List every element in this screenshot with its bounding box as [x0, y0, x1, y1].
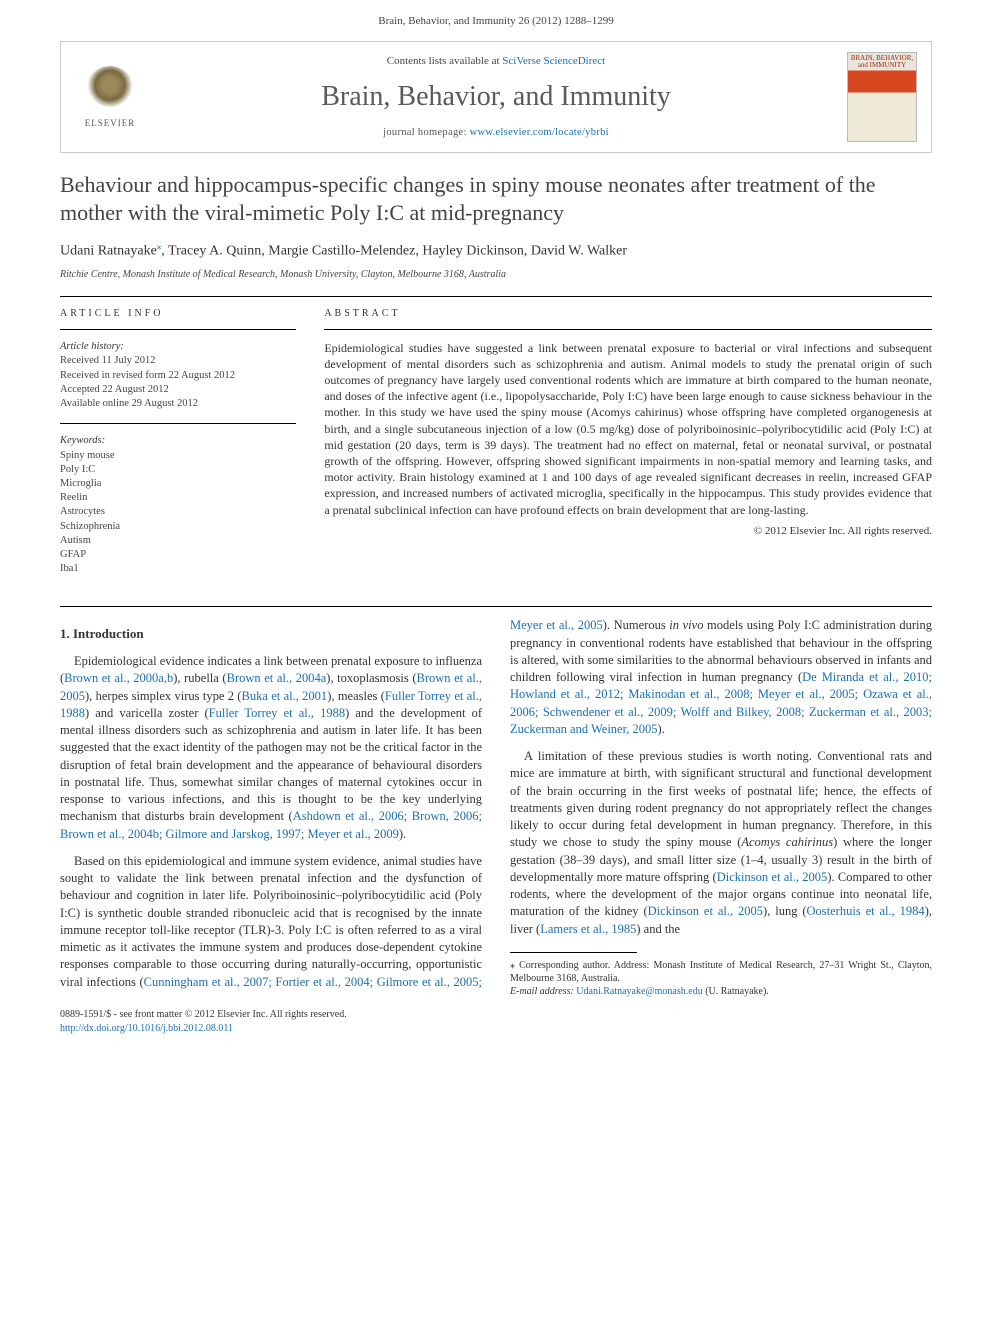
keyword: Reelin [60, 491, 296, 505]
history-block: Article history: Received 11 July 2012 R… [60, 340, 296, 411]
keyword: Microglia [60, 477, 296, 491]
journal-meta-bar: ELSEVIER Contents lists available at Sci… [60, 41, 932, 153]
article-title: Behaviour and hippocampus-specific chang… [60, 171, 932, 226]
front-matter-line: 0889-1591/$ - see front matter © 2012 El… [60, 1008, 932, 1022]
citation-link[interactable]: Oosterhuis et al., 1984 [807, 904, 925, 918]
homepage-link[interactable]: www.elsevier.com/locate/ybrbi [470, 127, 609, 138]
sciencedirect-link[interactable]: SciVerse ScienceDirect [502, 55, 605, 67]
publisher-name: ELSEVIER [85, 117, 136, 130]
info-abstract-row: ARTICLE INFO Article history: Received 1… [60, 307, 932, 589]
affiliation: Ritchie Centre, Monash Institute of Medi… [60, 268, 932, 282]
history-line: Accepted 22 August 2012 [60, 383, 296, 397]
homepage-line: journal homepage: www.elsevier.com/locat… [145, 126, 847, 141]
email-link[interactable]: Udani.Ratnayake@monash.edu [576, 986, 702, 997]
keyword: Iba1 [60, 562, 296, 576]
abstract-copyright: © 2012 Elsevier Inc. All rights reserved… [324, 524, 932, 539]
elsevier-tree-icon [86, 66, 134, 114]
abstract-text: Epidemiological studies have suggested a… [324, 340, 932, 518]
corresponding-author: Udani Ratnayake [60, 244, 157, 259]
body-para: Epidemiological evidence indicates a lin… [60, 653, 482, 843]
info-head: ARTICLE INFO [60, 307, 296, 321]
italic-term: in vivo [669, 618, 703, 632]
abstract-col: ABSTRACT Epidemiological studies have su… [324, 307, 932, 589]
footnote-rule [510, 952, 637, 953]
kw-label: Keywords: [60, 434, 296, 449]
keyword: Autism [60, 534, 296, 548]
citation-link[interactable]: Fuller Torrey et al., 1988 [209, 706, 345, 720]
running-header: Brain, Behavior, and Immunity 26 (2012) … [0, 0, 992, 33]
italic-term: Acomys cahirinus [741, 835, 833, 849]
citation-link[interactable]: Brown et al., 2004a [227, 671, 327, 685]
doi-link[interactable]: http://dx.doi.org/10.1016/j.bbi.2012.08.… [60, 1023, 233, 1034]
history-line: Received in revised form 22 August 2012 [60, 369, 296, 383]
corr-footnote: ⁎ Corresponding author. Address: Monash … [510, 959, 932, 985]
kw-rule [60, 423, 296, 424]
keyword: Spiny mouse [60, 449, 296, 463]
publisher-logo: ELSEVIER [75, 58, 145, 136]
citation-link[interactable]: Lamers et al., 1985 [540, 922, 636, 936]
cover-title: BRAIN, BEHAVIOR, and IMMUNITY [848, 53, 916, 69]
contents-line: Contents lists available at SciVerse Sci… [145, 54, 847, 69]
abstract-head: ABSTRACT [324, 307, 932, 321]
author-list: Udani Ratnayake⁎, Tracey A. Quinn, Margi… [60, 240, 932, 261]
citation-link[interactable]: Brown et al., 2000a,b [64, 671, 173, 685]
journal-cover-thumb: BRAIN, BEHAVIOR, and IMMUNITY [847, 52, 917, 142]
citation-link[interactable]: Dickinson et al., 2005 [648, 904, 763, 918]
divider-top [60, 296, 932, 297]
meta-center: Contents lists available at SciVerse Sci… [145, 54, 847, 141]
body-columns: 1. Introduction Epidemiological evidence… [60, 617, 932, 998]
abstract-rule [324, 329, 932, 330]
bottom-bar: 0889-1591/$ - see front matter © 2012 El… [0, 1008, 992, 1056]
journal-name: Brain, Behavior, and Immunity [145, 77, 847, 116]
article-info-col: ARTICLE INFO Article history: Received 1… [60, 307, 296, 589]
citation-text: Brain, Behavior, and Immunity 26 (2012) … [378, 15, 613, 27]
history-line: Received 11 July 2012 [60, 354, 296, 368]
section-heading: 1. Introduction [60, 625, 482, 643]
keyword: Poly I:C [60, 463, 296, 477]
keyword: Astrocytes [60, 505, 296, 519]
email-footnote: E-mail address: Udani.Ratnayake@monash.e… [510, 985, 932, 998]
keyword: GFAP [60, 548, 296, 562]
history-line: Available online 29 August 2012 [60, 397, 296, 411]
keyword: Schizophrenia [60, 520, 296, 534]
other-authors: , Tracey A. Quinn, Margie Castillo-Melen… [161, 244, 627, 259]
history-label: Article history: [60, 340, 296, 355]
citation-link[interactable]: Dickinson et al., 2005 [717, 870, 828, 884]
footnotes: ⁎ Corresponding author. Address: Monash … [510, 959, 932, 998]
keywords-block: Keywords: Spiny mouse Poly I:C Microglia… [60, 434, 296, 576]
body-para: A limitation of these previous studies i… [510, 748, 932, 938]
info-rule [60, 329, 296, 330]
citation-link[interactable]: Buka et al., 2001 [241, 689, 327, 703]
divider-mid [60, 606, 932, 607]
